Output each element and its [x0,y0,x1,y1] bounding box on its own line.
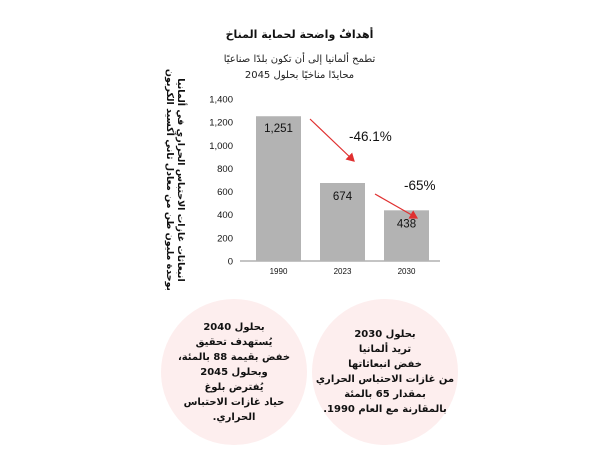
y-tick-label: 1,200 [209,118,233,129]
y-tick-label: 400 [217,210,233,221]
x-tick-label: 1990 [270,267,288,276]
circle-2030-line: تريد ألمانيا [358,344,412,355]
circle-2040-line: الحراري. [212,411,256,423]
circle-2040-line: خفض بقيمة 88 بالمئة، [177,351,291,363]
bar-value-label: 1,251 [264,123,293,135]
reduction-label-2030: -65% [404,178,436,193]
y-tick-label: 600 [217,187,233,198]
y-tick-label: 1,000 [209,141,233,152]
chart-subtitle-line2: محايدًا مناخيًا بحلول 2045 [244,70,355,81]
info-circle-2040: بحلول 2040 يُستهدف تحقيق خفض بقيمة 88 با… [161,299,307,445]
y-axis-title-line2: بوحدة مليون طن من معادل ثاني أكسيد الكرب… [164,69,177,290]
circle-2030-line: بحلول 2030 [354,329,416,340]
x-tick-label: 2030 [398,267,416,276]
bar-1990 [256,116,301,262]
reduction-label-2023: -46.1% [349,129,392,144]
chart-subtitle-line1: تطمح ألمانيا إلى أن تكون بلدًا صناعيًا [223,54,376,65]
trend-arrow-1990-2023 [309,118,355,162]
circle-2030-line: من غازات الاحتباس الحراري [315,374,455,385]
circle-2040-line: يُستهدف تحقيق [195,336,273,348]
circle-2040-line: وبحلول 2045 [200,366,268,378]
y-tick-label: 0 [228,257,233,268]
bar-2023 [320,183,365,261]
circle-2040-line: يُفترض بلوغ [204,381,264,393]
circle-2030-line: خفض انبعاثاتها [348,359,422,370]
bar-chart: 0 200 400 600 800 1,000 1,200 1,400 1,251 1990 674… [164,69,440,290]
circle-2040-line: بحلول 2040 [203,321,265,333]
trend-arrow-2023-2030 [374,193,419,219]
info-circle-2030: بحلول 2030 تريد ألمانيا خفض انبعاثاتها م… [312,299,458,445]
bar-value-label: 674 [333,191,353,203]
y-tick-label: 200 [217,233,233,244]
chart-title: أهدافٌ واضحة لحماية المناخ [225,28,374,41]
y-axis-title-line1: انبعاثات غازات الاحتباس الحراري في ألمان… [175,78,188,281]
circle-2040-line: حياد غازات الاحتباس [183,396,285,408]
bar-2030 [384,210,429,261]
y-tick-label: 800 [217,164,233,175]
bar-value-label: 438 [397,218,416,230]
x-tick-label: 2023 [334,267,352,276]
circle-2030-line: بالمقارنة مع العام 1990. [323,404,447,415]
y-tick-label: 1,400 [209,95,233,106]
circle-2030-line: بمقدار 65 بالمئة [344,389,426,400]
